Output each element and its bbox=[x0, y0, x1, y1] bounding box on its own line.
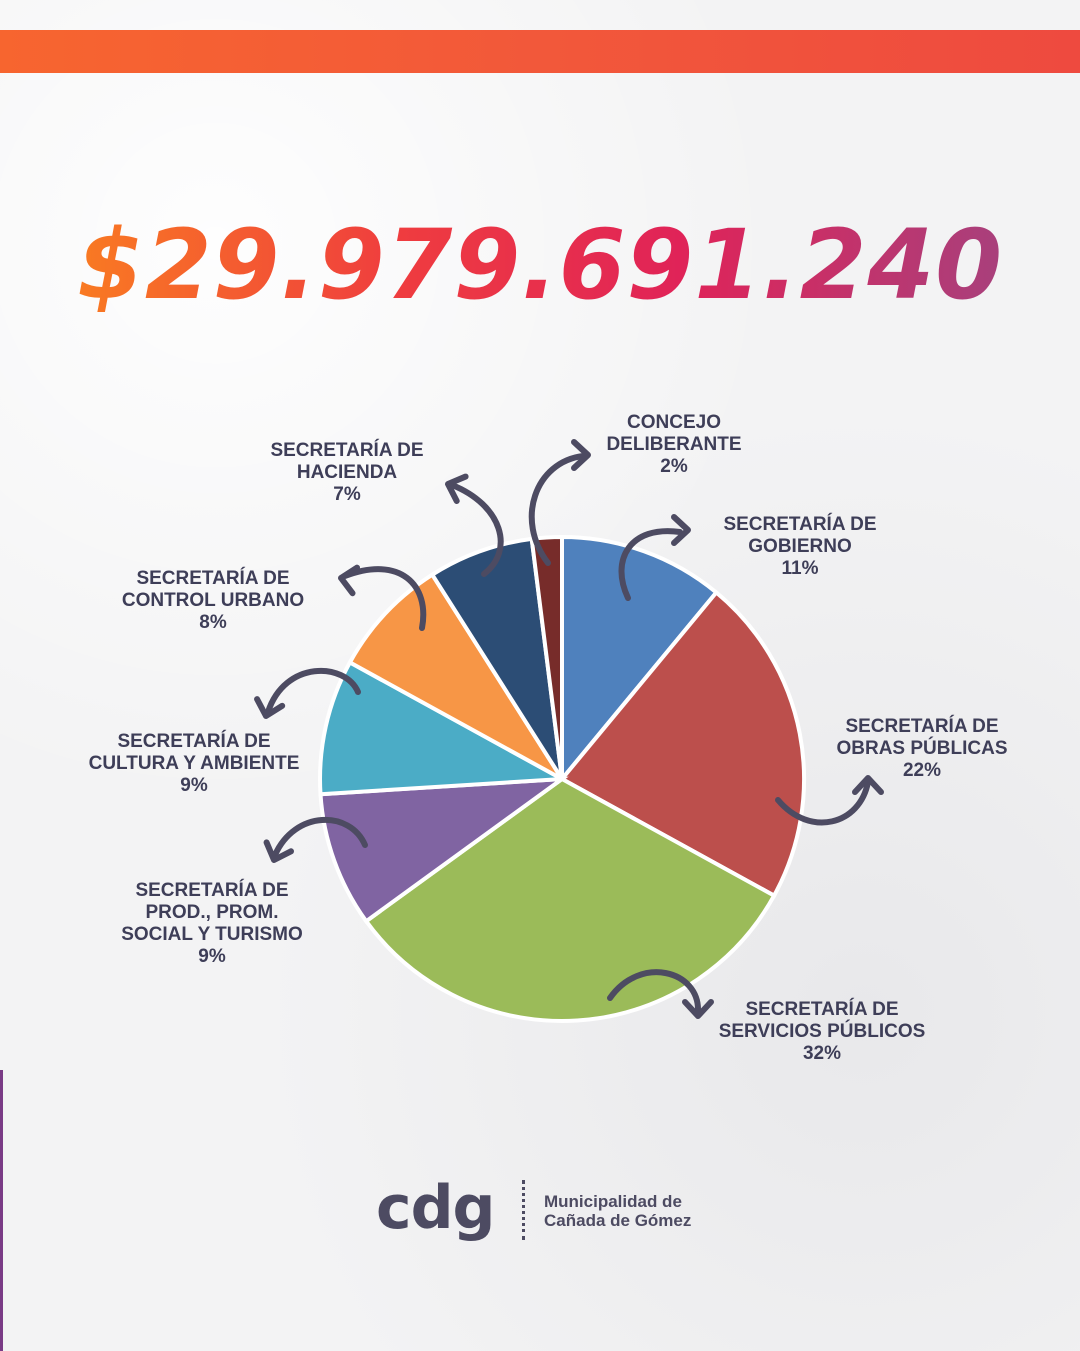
pie-slice-5 bbox=[318, 659, 569, 797]
pie-label-8-pct: 2% bbox=[660, 456, 688, 477]
arrow-head-5 bbox=[254, 696, 286, 719]
pie-label-6-pct: 8% bbox=[199, 612, 227, 633]
pie-label-8-line2: DELIBERANTE bbox=[606, 434, 742, 455]
arrow-2 bbox=[775, 779, 871, 826]
arrow-head-7 bbox=[445, 473, 469, 505]
pie-label-1-line1: SECRETARÍA DE bbox=[723, 514, 877, 535]
pie-label-5-pct: 9% bbox=[180, 775, 208, 796]
arrow-7 bbox=[449, 482, 504, 577]
pie-label-5-line2: CULTURA Y AMBIENTE bbox=[88, 753, 300, 774]
org-name-line2: Cañada de Gómez bbox=[544, 1211, 692, 1230]
pie-label-1: SECRETARÍA DE GOBIERNO 11% bbox=[660, 514, 940, 580]
pie-label-6: SECRETARÍA DE CONTROL URBANO 8% bbox=[73, 568, 353, 634]
pie-label-8: CONCEJO DELIBERANTE 2% bbox=[534, 412, 814, 478]
pie-label-6-line2: CONTROL URBANO bbox=[121, 590, 305, 611]
arrow-6 bbox=[342, 566, 427, 631]
arrow-head-3 bbox=[682, 999, 714, 1019]
pie-label-6-line1: SECRETARÍA DE bbox=[136, 568, 290, 589]
logo-divider bbox=[522, 1180, 525, 1240]
pie-slice-7 bbox=[429, 536, 564, 781]
pie-label-4-pct: 9% bbox=[198, 946, 226, 967]
pie-label-4: SECRETARÍA DE PROD., PROM. SOCIAL Y TURISM… bbox=[72, 880, 352, 968]
logo-mark: cdg bbox=[376, 1173, 495, 1243]
left-edge-accent bbox=[0, 1070, 3, 1351]
top-accent-bar bbox=[0, 30, 1080, 73]
pie-slice-4 bbox=[318, 776, 569, 924]
pie-label-2: SECRETARÍA DE OBRAS PÚBLICAS 22% bbox=[782, 716, 1062, 782]
arrow-head-2 bbox=[852, 775, 884, 795]
arrow-5 bbox=[265, 667, 361, 715]
arrow-4 bbox=[272, 817, 368, 858]
pie-label-3: SECRETARÍA DE SERVICIOS PÚBLICOS 32% bbox=[682, 999, 962, 1065]
arrow-head-8 bbox=[571, 439, 591, 471]
pie-slice-6 bbox=[347, 571, 564, 781]
arrow-1 bbox=[618, 528, 683, 601]
pie-label-3-line1: SECRETARÍA DE bbox=[745, 999, 899, 1020]
total-amount: $29.979.691.240 bbox=[77, 209, 1003, 321]
arrow-head-4 bbox=[263, 839, 295, 863]
pie-label-4-line3: SOCIAL Y TURISMO bbox=[121, 924, 303, 945]
pie-slices bbox=[318, 534, 806, 1024]
pie-label-5: SECRETARÍA DE CULTURA Y AMBIENTE 9% bbox=[54, 731, 334, 797]
pie-label-3-line2: SERVICIOS PÚBLICOS bbox=[718, 1021, 926, 1042]
pie-label-1-line2: GOBIERNO bbox=[748, 536, 852, 557]
arrow-head-6 bbox=[338, 564, 361, 597]
arrow-head-1 bbox=[671, 514, 691, 546]
org-name: Municipalidad de Cañada de Gómez bbox=[544, 1192, 744, 1230]
pie-label-2-line2: OBRAS PÚBLICAS bbox=[836, 738, 1008, 759]
pie-label-2-line1: SECRETARÍA DE bbox=[845, 716, 999, 737]
pie-label-7-line1: SECRETARÍA DE bbox=[270, 440, 424, 461]
pie-label-4-line2: PROD., PROM. bbox=[145, 902, 279, 923]
pie-label-5-line1: SECRETARÍA DE bbox=[117, 731, 271, 752]
pie-label-4-line1: SECRETARÍA DE bbox=[135, 880, 289, 901]
pie-arrows bbox=[254, 439, 884, 1019]
pie-slice-1 bbox=[560, 534, 720, 785]
pie-slice-2 bbox=[558, 589, 806, 899]
pie-label-3-pct: 32% bbox=[802, 1043, 842, 1064]
arrow-8 bbox=[528, 453, 586, 566]
pie-label-7-line2: HACIENDA bbox=[296, 462, 398, 483]
pie-label-8-line1: CONCEJO bbox=[627, 412, 721, 433]
pie-slice-8 bbox=[529, 534, 564, 780]
pie-label-7-pct: 7% bbox=[333, 484, 361, 505]
arrow-3 bbox=[607, 969, 702, 1015]
pie-slice-3 bbox=[363, 776, 777, 1024]
org-name-line1: Municipalidad de bbox=[544, 1192, 682, 1211]
pie-label-1-pct: 11% bbox=[781, 558, 819, 579]
pie-label-2-pct: 22% bbox=[902, 760, 942, 781]
pie-label-7: SECRETARÍA DE HACIENDA 7% bbox=[207, 440, 487, 506]
